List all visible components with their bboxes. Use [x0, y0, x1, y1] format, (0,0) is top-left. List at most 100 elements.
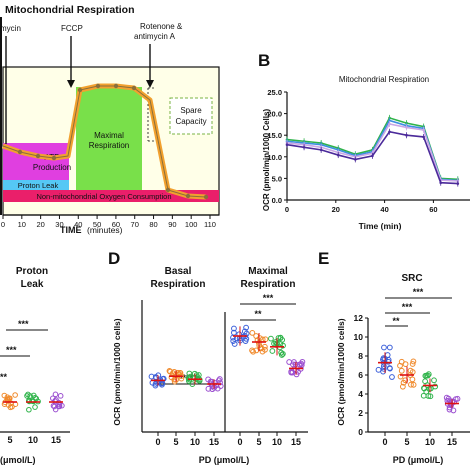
panel-a-x-tick-label: 50	[93, 220, 101, 229]
panel-e-dot	[443, 394, 450, 401]
panel-b-y-tick-label: 0.0	[272, 196, 282, 205]
panel-e-dot	[423, 372, 430, 379]
panel-d-dot	[298, 362, 305, 369]
panel-b-point	[405, 126, 408, 129]
panel-c-dot	[7, 404, 14, 411]
panel-d-x-tick-label: 10	[272, 437, 282, 447]
panel-e-y-tick-label: 12	[354, 313, 364, 323]
panel-c-dots	[1, 391, 65, 413]
panel-e-dot	[446, 406, 453, 413]
panel-c-dot	[50, 395, 56, 402]
drug-label-oligomycin: mycin	[0, 24, 21, 33]
panel-b-point	[456, 182, 460, 185]
panel-d-title-left-1: Basal	[165, 266, 192, 277]
panel-e-y-tick-label: 4	[358, 389, 363, 399]
panel-d-x-tick-label: 0	[155, 437, 160, 447]
panel-b-title: Mitochondrial Respiration	[339, 75, 429, 84]
panel-d-dot	[278, 352, 285, 358]
panel-b-series	[285, 114, 460, 187]
trace-markers	[17, 83, 209, 200]
panel-c-dot	[12, 392, 18, 398]
drug-label-fccp: FCCP	[61, 24, 83, 33]
panel-e-dot	[397, 373, 404, 380]
panel-b-y-tick-label: 5.0	[272, 174, 282, 183]
panel-e-y-tick-label: 0	[358, 427, 363, 437]
panel-e-xlabel: PD (μmol/L)	[393, 455, 444, 465]
panel-a-x-tick-label: 40	[74, 220, 82, 229]
panel-d-stars-right-1: ***	[263, 293, 274, 303]
panel-d-dots	[148, 324, 306, 393]
panel-d-dot	[214, 385, 221, 392]
spare-capacity-box	[169, 97, 213, 135]
panel-b-letter: B	[258, 51, 270, 70]
panel-d-dot	[250, 348, 256, 355]
panel-d-ylabel: OCR (pmol/min/1000 cells)	[112, 318, 122, 425]
panel-d-dot	[168, 374, 175, 381]
panel-b-point	[405, 133, 408, 137]
panel-a-x-tick-label: 110	[204, 220, 216, 229]
panel-d-x-ticks: 0 5 10 15 0 5 10 15	[155, 432, 301, 447]
panel-d-dot	[231, 341, 238, 347]
panel-c-dot	[1, 392, 8, 399]
panel-b-point	[388, 119, 391, 122]
panel-e-dot	[409, 376, 416, 383]
proton-leak-label: Proton Leak	[18, 181, 59, 190]
panel-e-x-tick-label: 0	[382, 437, 387, 447]
panel-e-dot	[420, 392, 427, 399]
panel-e-dot	[380, 368, 387, 375]
atp-label-2: Production	[33, 163, 71, 172]
trace-marker	[17, 149, 23, 155]
panel-a-x-ticks: 0 10 20 30 40 50 60 70 80 90 100 110	[1, 215, 216, 229]
panel-d-dot	[280, 342, 286, 349]
panel-e-dot	[400, 379, 407, 386]
proton-leak-region	[3, 180, 69, 190]
panel-d-dot	[279, 351, 286, 357]
panel-e-dot	[409, 361, 416, 367]
panel-b-point	[439, 181, 443, 185]
panel-c-dot	[32, 404, 38, 410]
trace-marker	[35, 153, 41, 159]
panel-e-dot	[410, 381, 417, 388]
panel-d-dot	[269, 348, 276, 354]
panel-d-x-tick-label: 10	[190, 437, 200, 447]
panel-d-dot	[230, 338, 237, 344]
panel-d-dot	[289, 369, 296, 376]
trace-marker	[165, 187, 171, 193]
panel-d-dot	[275, 335, 282, 341]
panel-a: Mitochondrial Respiration mycin FCCP Rot…	[0, 0, 240, 235]
nonmito-region	[3, 190, 219, 202]
panel-a-x-tick-label: 80	[149, 220, 157, 229]
panel-e-dot	[448, 401, 455, 408]
panel-e-dots	[375, 344, 461, 414]
panel-c-dot	[59, 402, 65, 409]
panel-d-dot	[205, 385, 212, 392]
panel-d-dot	[186, 374, 193, 381]
panel-b: B Mitochondrial Respiration OCR (pmol/mi…	[258, 51, 470, 231]
panel-d-x-tick-label: 5	[256, 437, 261, 447]
maximal-label: Maximal	[94, 131, 124, 140]
panel-e-dot	[397, 362, 403, 369]
panel-d-dot	[148, 373, 155, 380]
panel-d-letter: D	[108, 249, 120, 268]
panel-b-x-tick-label: 60	[429, 205, 437, 214]
panel-a-x-tick-label: 70	[131, 220, 139, 229]
panel-e-dot	[454, 395, 461, 402]
panel-b-point	[319, 148, 323, 152]
panel-d-stars-right-2: **	[254, 309, 262, 319]
maximal-region	[76, 87, 142, 190]
panel-a-x-tick-label: 100	[185, 220, 198, 229]
panel-e-dot	[389, 374, 395, 380]
panel-b-ylabel: OCR (pmol/min/1000 Cells)	[262, 109, 271, 212]
panel-d-dot	[259, 348, 266, 355]
panel-b-axes: 0.0 5.0 10.0 15.0 20.0 25.0 0 20 40 60	[267, 88, 470, 214]
panel-c-dot	[30, 392, 37, 399]
panel-b-point	[371, 154, 374, 158]
panel-b-xlabel: Time (min)	[359, 221, 402, 231]
trace-marker	[203, 194, 209, 200]
maximal-label-2: Respiration	[89, 141, 129, 150]
panel-d-dot	[231, 329, 237, 336]
panel-d-dot	[249, 329, 256, 336]
panel-d-xlabel: PD (μmol/L)	[199, 455, 250, 465]
panel-d-x-tick-label: 15	[291, 437, 301, 447]
